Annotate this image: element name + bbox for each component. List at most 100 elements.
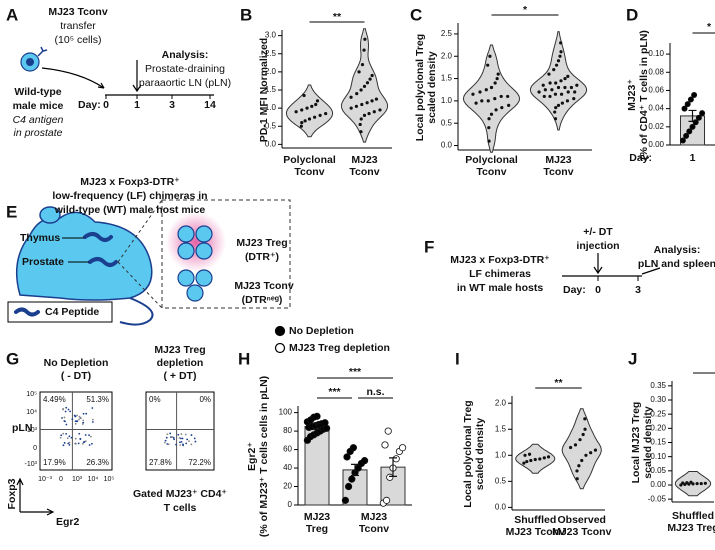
event-dot: [63, 416, 66, 419]
data-point: [324, 111, 328, 116]
arrow: [132, 60, 142, 93]
data-point: [568, 445, 573, 450]
event-dot: [64, 410, 67, 413]
y-tick-label: 0.00: [650, 480, 666, 489]
y-tick-label: 2.0: [265, 67, 277, 76]
panel-letter: J: [628, 349, 637, 368]
data-point: [559, 92, 564, 96]
data-point: [359, 117, 363, 121]
y-tick-label: 0.5: [441, 118, 453, 127]
y-tick-label: 10⁴: [26, 409, 37, 416]
data-point: [691, 92, 698, 99]
quadrant-percent: 27.8%: [149, 458, 172, 467]
event-dot: [61, 417, 63, 419]
axis-arrow: [16, 477, 55, 516]
legend-swatch: [274, 342, 286, 354]
y-tick-label: 0.25: [650, 409, 666, 418]
data-point: [553, 117, 558, 121]
event-dot: [179, 444, 182, 446]
y-tick-label: 0.5: [265, 121, 277, 130]
event-dot: [166, 433, 169, 436]
significance-label: ***: [349, 366, 362, 378]
event-dot: [82, 421, 85, 424]
violin: [561, 408, 602, 490]
mouse-body: [15, 211, 153, 301]
data-point: [354, 104, 359, 108]
data-point: [556, 103, 561, 107]
data-point: [527, 452, 532, 456]
data-point: [566, 74, 570, 78]
prostate-label: Prostate: [22, 256, 64, 268]
data-point: [300, 108, 304, 112]
event-dot: [65, 432, 68, 435]
y-tick-label: 1.5: [441, 74, 453, 83]
x-axis-label: Egr2: [56, 516, 80, 528]
data-point: [554, 81, 558, 85]
data-point: [321, 419, 329, 427]
data-point: [486, 63, 490, 67]
data-point: [537, 90, 541, 94]
data-point: [563, 76, 567, 81]
data-point: [360, 457, 369, 465]
plot-frame: [39, 391, 113, 471]
data-point: [370, 99, 374, 103]
data-point: [687, 96, 694, 103]
violin: [285, 84, 334, 138]
significance-label: ***: [328, 386, 341, 398]
data-point: [681, 105, 688, 112]
event-dot: [180, 440, 183, 443]
event-dot: [91, 418, 94, 421]
plot-title: depletion: [157, 357, 204, 369]
data-point: [493, 97, 497, 101]
data-point: [542, 94, 546, 99]
host-label: male mice: [13, 100, 64, 112]
event-dot: [68, 444, 71, 446]
data-point: [686, 128, 693, 135]
data-point: [573, 90, 577, 94]
host-label: Wild-type: [14, 86, 61, 98]
analysis-label: Analysis:: [654, 244, 701, 256]
event-dot: [179, 441, 181, 444]
data-point: [303, 119, 307, 123]
data-point: [484, 88, 488, 92]
plot-title: MJ23 Treg: [154, 344, 205, 356]
event-dot: [67, 408, 70, 411]
y-axis-label: scaled density: [426, 51, 438, 124]
y-tick-label: 1.5: [265, 85, 277, 94]
data-point: [362, 113, 367, 117]
event-dot: [82, 412, 85, 415]
data-point: [358, 122, 362, 127]
data-point: [493, 81, 497, 85]
data-point: [542, 456, 546, 460]
quadrant-percent: 26.3%: [86, 458, 109, 467]
data-point: [547, 72, 551, 76]
violin: [529, 31, 588, 131]
y-axis-label: PD-1 MFI Normalized: [258, 38, 270, 142]
event-dot: [75, 420, 78, 423]
event-dot: [77, 442, 80, 445]
y-axis-label: Local MJ23 Treg: [630, 402, 642, 484]
y-tick-label: 0: [33, 445, 37, 452]
x-axis-label: Day:: [629, 152, 652, 164]
plot-title: No Depletion: [44, 357, 109, 369]
x-tick-label: 1: [690, 152, 696, 164]
day-value: 14: [204, 99, 216, 111]
event-dot: [74, 422, 77, 425]
event-dot: [68, 441, 71, 444]
panel-letter: A: [6, 5, 18, 24]
x-tick-label: Polyclonal Tconv: [283, 154, 336, 178]
x-tick-label: 10⁵: [104, 476, 115, 483]
y-tick-label: 0.10: [650, 452, 666, 461]
event-dot: [180, 433, 183, 435]
event-dot: [193, 437, 196, 440]
y-axis-label: MJ23⁺: [626, 79, 638, 111]
panel-letter: B: [240, 5, 252, 24]
quadrant-percent: 72.2%: [188, 458, 211, 467]
y-axis-label: scaled density: [642, 406, 654, 479]
analysis-label: Analysis:: [162, 49, 209, 61]
plot-frame: [145, 391, 215, 471]
data-point: [692, 119, 699, 126]
data-point: [556, 59, 561, 63]
data-point: [368, 77, 372, 81]
